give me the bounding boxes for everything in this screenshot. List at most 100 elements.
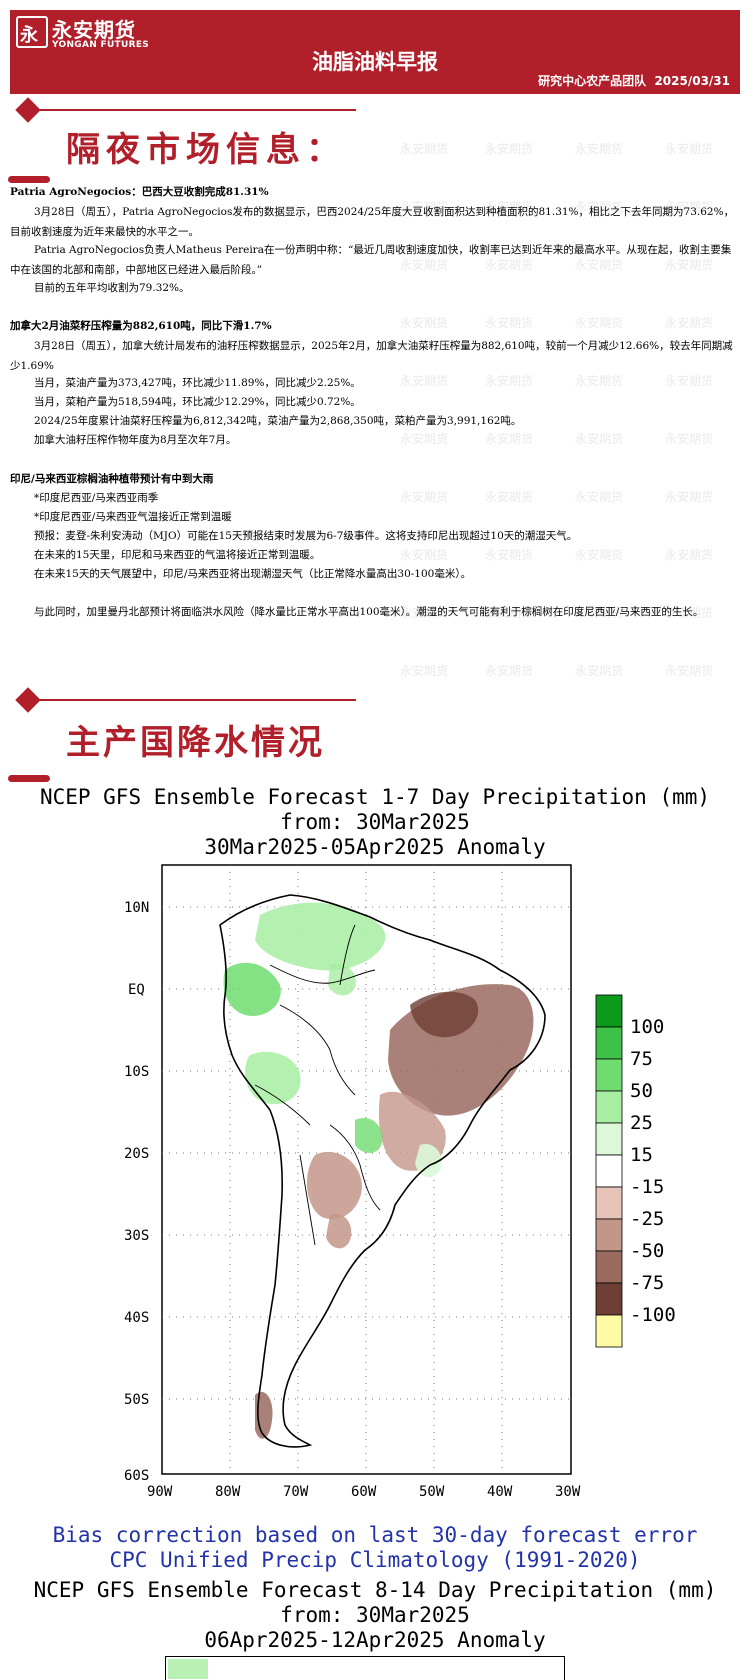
watermark-text: 永安期货 — [400, 258, 449, 272]
anomaly-fields — [223, 902, 534, 1439]
legend-label: -25 — [630, 1208, 664, 1230]
lat-label: 10S — [124, 1064, 149, 1080]
team-name: 研究中心农产品团队 — [538, 74, 647, 88]
article-paragraph: 3月28日（周五），加拿大统计局发布的油籽压榨数据显示，2025年2月，加拿大油… — [10, 340, 733, 372]
section-divider — [40, 109, 356, 111]
precipitation-anomaly-map: 10N EQ 10S 20S 30S 40S 50S 60S 90W 80W 7… — [124, 864, 676, 1500]
watermark-text: 永安期货 — [665, 374, 714, 388]
article-paragraph: *印度尼西亚/马来西亚气温接近正常到温暖 — [34, 511, 232, 523]
article-headline: 印尼/马来西亚棕榈油种植带预计有中到大雨 — [10, 473, 214, 485]
legend-swatch — [595, 1090, 623, 1124]
section-divider — [40, 699, 356, 701]
company-name-en: YONGAN FUTURES — [52, 40, 150, 50]
article-headline: Patria AgroNegocios：巴西大豆收割完成81.31% — [10, 186, 269, 198]
watermark-text: 永安期货 — [400, 606, 449, 620]
legend-color-bar — [595, 994, 623, 1348]
watermark-text: 永安期货 — [575, 374, 624, 388]
watermark-text: 永安期货 — [665, 142, 714, 156]
watermark-text: 永安期货 — [665, 664, 714, 678]
map-frame — [161, 864, 572, 1475]
article-paragraph: 加拿大油籽压榨作物年度为8月至次年7月。 — [34, 434, 237, 446]
lon-label: 90W — [147, 1484, 173, 1500]
bias-correction-note: Bias correction based on last 30-day for… — [52, 1523, 698, 1547]
article-paragraph: 当月，菜油产量为373,427吨，环比减少11.89%，同比减少2.25%。 — [34, 377, 361, 389]
lon-label: 60W — [351, 1484, 377, 1500]
map1-subtitle-from: from: 30Mar2025 — [280, 810, 470, 834]
watermark-text: 永安期货 — [400, 490, 449, 504]
article-paragraph: 在未来15天的天气展望中，印尼/马来西亚将出现潮湿天气（比正常降水量高出30-1… — [34, 568, 472, 580]
watermark-text: 永安期货 — [400, 374, 449, 388]
logo-glyph: 永 — [20, 25, 38, 46]
legend-labels: 100 75 50 25 15 -15 -25 -50 -75 -100 — [630, 1016, 676, 1326]
legend-label: -75 — [630, 1272, 664, 1294]
article-paragraph: 2024/25年度累计油菜籽压榨量为6,812,342吨，菜油产量为2,868,… — [34, 415, 522, 427]
lat-label: 10N — [124, 900, 149, 916]
climatology-note: CPC Unified Precip Climatology (1991-202… — [109, 1548, 641, 1572]
watermark-text: 永安期货 — [575, 606, 624, 620]
map1-title: NCEP GFS Ensemble Forecast 1-7 Day Preci… — [39, 785, 711, 809]
legend-label: 75 — [630, 1048, 653, 1070]
legend-label: -100 — [630, 1304, 676, 1326]
lat-label: 20S — [124, 1146, 149, 1162]
section-title-precipitation: 主产国降水情况 — [66, 723, 325, 763]
section-accent-bar — [8, 775, 50, 782]
legend-label: -50 — [630, 1240, 664, 1262]
watermark-text: 永安期货 — [485, 142, 534, 156]
watermark-text: 永安期货 — [485, 664, 534, 678]
watermark-text: 永安期货 — [400, 316, 449, 330]
map2-subtitle-range: 06Apr2025-12Apr2025 Anomaly — [204, 1628, 546, 1652]
watermark-text: 永安期货 — [485, 200, 534, 214]
article-paragraph: Patria AgroNegocios负责人Matheus Pereira在一份… — [10, 244, 732, 276]
coastline — [219, 894, 546, 1448]
watermark-text: 永安期货 — [400, 142, 449, 156]
watermark-text: 永安期货 — [575, 316, 624, 330]
watermark-text: 永安期货 — [485, 606, 534, 620]
watermark-text: 永安期货 — [665, 200, 714, 214]
watermark-text: 永安期货 — [665, 432, 714, 446]
watermark-text: 永安期货 — [575, 200, 624, 214]
watermark-text: 永安期货 — [400, 200, 449, 214]
legend-swatch — [595, 1122, 623, 1156]
section-accent-bar — [8, 176, 50, 183]
watermark-text: 永安期货 — [665, 316, 714, 330]
lon-label: 70W — [283, 1484, 309, 1500]
lat-label: 30S — [124, 1228, 149, 1244]
legend-swatch — [595, 1026, 623, 1060]
watermark-text: 永安期货 — [575, 142, 624, 156]
watermark-text: 永安期货 — [665, 548, 714, 562]
watermark-text: 永安期货 — [485, 258, 534, 272]
watermark-text: 永安期货 — [665, 258, 714, 272]
watermark-text: 永安期货 — [400, 664, 449, 678]
watermark-text: 永安期货 — [575, 258, 624, 272]
lon-label: 40W — [487, 1484, 513, 1500]
lat-label: EQ — [128, 982, 145, 998]
company-name-cn: 永安期货 — [52, 18, 136, 42]
article-paragraph: 目前的五年平均收割为79.32%。 — [34, 282, 190, 294]
legend-label: -15 — [630, 1176, 664, 1198]
map2-subtitle-from: from: 30Mar2025 — [280, 1603, 470, 1627]
watermark-text: 永安期货 — [485, 374, 534, 388]
watermark-text: 永安期货 — [575, 664, 624, 678]
article-paragraph: 与此同时，加里曼丹北部预计将面临洪水风险（降水量比正常水平高出100毫米）。潮湿… — [34, 606, 704, 618]
report-title: 油脂油料早报 — [312, 50, 438, 74]
legend-swatch — [595, 1218, 623, 1252]
legend-label: 25 — [630, 1112, 653, 1134]
report-header: 永 永安期货 YONGAN FUTURES 油脂油料早报 研究中心农产品团队 2… — [10, 10, 740, 94]
watermark-text: 永安期货 — [665, 606, 714, 620]
map-axis-labels: 10N EQ 10S 20S 30S 40S 50S 60S 90W 80W 7… — [124, 900, 581, 1500]
watermark-text: 永安期货 — [575, 548, 624, 562]
legend-label: 15 — [630, 1144, 653, 1166]
lon-label: 50W — [419, 1484, 445, 1500]
section-diamond-icon — [15, 97, 41, 123]
section-title-overnight: 隔夜市场信息： — [66, 130, 346, 170]
watermark-text: 永安期货 — [485, 490, 534, 504]
legend-swatch — [595, 994, 623, 1028]
lon-label: 30W — [555, 1484, 581, 1500]
legend-swatch — [595, 1154, 623, 1188]
country-borders — [254, 924, 381, 1246]
article-headline: 加拿大2月油菜籽压榨量为882,610吨，同比下滑1.7% — [10, 320, 272, 332]
watermark-text: 永安期货 — [665, 490, 714, 504]
report-meta: 研究中心农产品团队 2025/03/31 — [538, 72, 730, 89]
lat-label: 50S — [124, 1392, 149, 1408]
map2-title: NCEP GFS Ensemble Forecast 8-14 Day Prec… — [33, 1578, 717, 1602]
